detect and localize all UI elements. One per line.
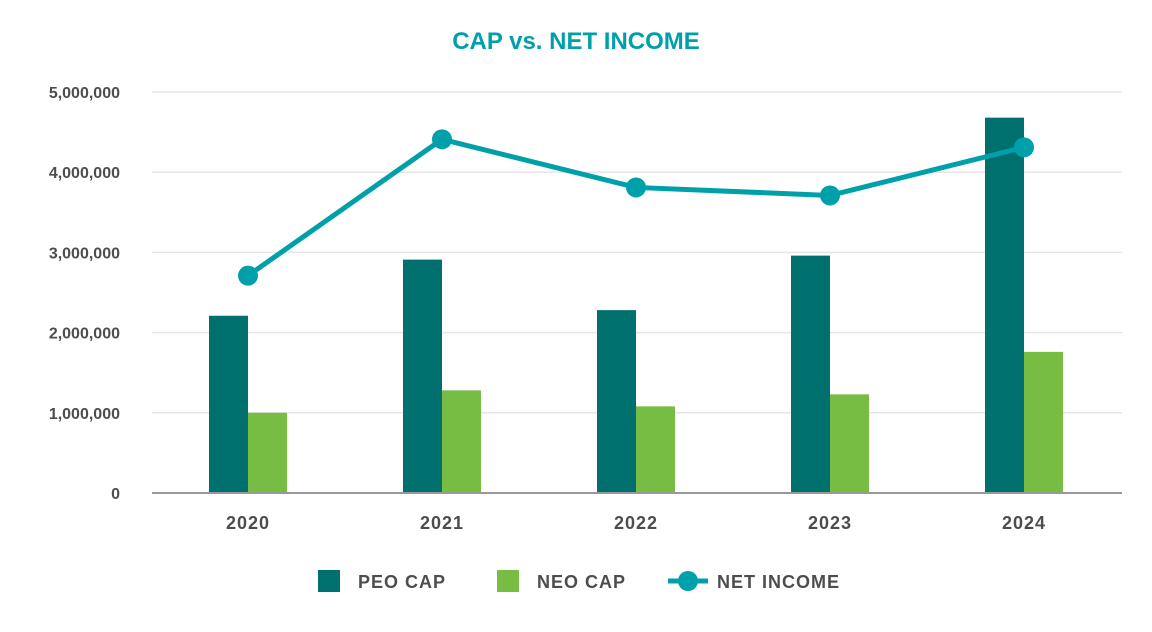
bar-neo-cap-2021 — [442, 390, 481, 493]
legend: PEO CAP NEO CAP NET INCOME — [318, 570, 840, 592]
net-income-line-group — [238, 129, 1034, 286]
legend-label: NEO CAP — [537, 572, 626, 592]
y-tick-label: 1,000,000 — [49, 406, 120, 423]
legend-swatch — [497, 570, 519, 592]
x-tick-label: 2024 — [1002, 513, 1046, 533]
y-tick-label: 5,000,000 — [49, 85, 120, 102]
bars — [209, 117, 1063, 493]
legend-item-net-income: NET INCOME — [668, 571, 840, 592]
x-tick-label: 2020 — [226, 513, 270, 533]
gridlines — [152, 91, 1122, 414]
legend-item-neo-cap: NEO CAP — [497, 570, 626, 592]
bar-peo-cap-2024 — [985, 117, 1024, 493]
chart-title: CAP vs. NET INCOME — [452, 28, 700, 55]
y-tick-label: 3,000,000 — [49, 245, 120, 262]
bar-peo-cap-2021 — [403, 259, 442, 493]
x-tick-label: 2022 — [614, 513, 658, 533]
bar-peo-cap-2023 — [791, 255, 830, 493]
net-income-point-2022 — [626, 177, 646, 198]
legend-item-peo-cap: PEO CAP — [318, 570, 446, 592]
y-tick-label: 4,000,000 — [49, 165, 120, 182]
bar-neo-cap-2022 — [636, 406, 675, 493]
y-axis-ticks: 0 1,000,000 2,000,000 3,000,000 4,000,000 5,0… — [49, 85, 120, 503]
bar-neo-cap-2024 — [1024, 351, 1063, 493]
bar-neo-cap-2020 — [248, 412, 287, 493]
net-income-point-2023 — [820, 185, 840, 206]
y-tick-label: 0 — [111, 486, 120, 503]
x-axis-ticks: 2020 2021 2022 2023 2024 — [226, 513, 1046, 533]
legend-label: PEO CAP — [358, 572, 446, 592]
legend-marker — [678, 571, 698, 591]
net-income-point-2021 — [432, 129, 452, 150]
legend-label: NET INCOME — [717, 572, 840, 592]
legend-swatch — [318, 570, 340, 592]
x-tick-label: 2021 — [420, 513, 464, 533]
bar-peo-cap-2020 — [209, 315, 248, 493]
net-income-point-2020 — [238, 265, 258, 286]
net-income-line — [246, 136, 1025, 278]
net-income-point-2024 — [1014, 137, 1034, 158]
bar-neo-cap-2023 — [830, 394, 869, 493]
x-tick-label: 2023 — [808, 513, 852, 533]
bar-peo-cap-2022 — [597, 310, 636, 493]
y-tick-label: 2,000,000 — [49, 326, 120, 343]
